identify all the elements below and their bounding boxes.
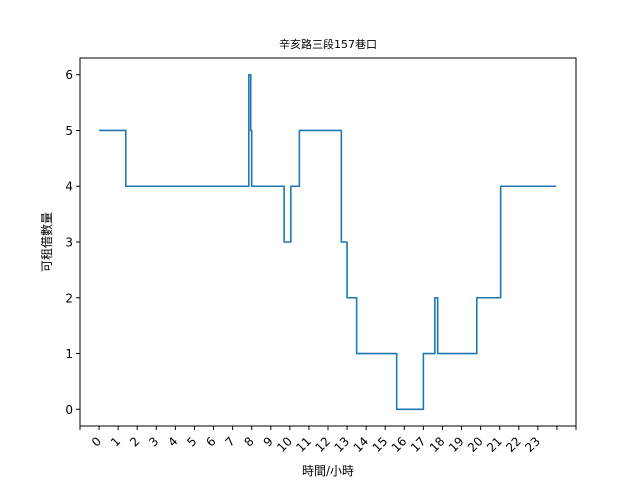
y-tick-label: 0 [65, 403, 73, 417]
y-tick-label: 5 [65, 124, 73, 138]
y-tick-label: 2 [65, 291, 73, 305]
series-line [99, 73, 556, 411]
y-tick-label: 1 [65, 347, 73, 361]
x-axis-title: 時間/小時 [302, 464, 354, 478]
y-tick-label: 4 [65, 180, 73, 194]
chart-title: 辛亥路三段157巷口 [279, 37, 377, 51]
y-tick-label: 6 [65, 68, 73, 82]
y-tick-label: 3 [65, 236, 73, 250]
plot-frame [79, 57, 577, 427]
y-axis-title: 可租借數量 [40, 212, 54, 272]
